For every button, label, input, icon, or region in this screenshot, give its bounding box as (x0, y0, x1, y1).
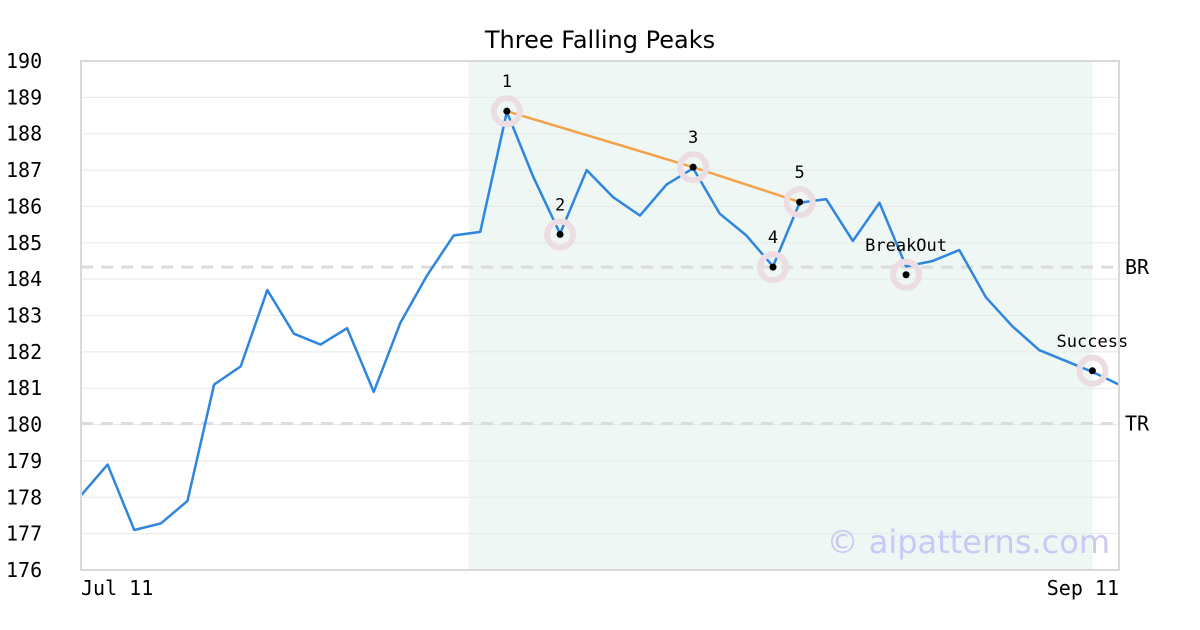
chart-title: Three Falling Peaks (484, 26, 715, 54)
marker-label-5: 5 (794, 163, 804, 183)
marker-dot-success (1088, 367, 1096, 375)
marker-label-4: 4 (768, 228, 778, 248)
y-tick-label: 180 (6, 413, 42, 437)
x-tick-label: Jul 11 (81, 576, 153, 600)
y-tick-label: 184 (6, 267, 42, 291)
marker-label-2: 2 (555, 195, 565, 215)
marker-dot-breakout (902, 271, 910, 279)
x-axis-ticks: Jul 11 Sep 11 (81, 576, 1119, 600)
y-tick-label: 182 (6, 340, 42, 364)
y-axis-ticks: 176 177 178 179 180 181 182 183 184 185 186 187 188 1… (6, 49, 42, 582)
price-line (80, 110, 1120, 532)
marker-dot-4 (769, 263, 777, 271)
marker-dot-1 (503, 107, 511, 115)
watermark: © aipatterns.com (827, 523, 1110, 561)
level-label-tr: TR (1125, 411, 1150, 435)
x-tick-label: Sep 11 (1047, 576, 1119, 600)
marker-ring-3 (677, 151, 710, 184)
series-layer (80, 110, 1120, 532)
plot-frame (80, 60, 1120, 571)
y-tick-label: 189 (6, 85, 42, 109)
marker-label-success: Success (1057, 332, 1129, 352)
y-tick-label: 190 (6, 49, 42, 73)
y-tick-label: 186 (6, 194, 42, 218)
marker-ring-success (1076, 354, 1109, 387)
marker-ring-2 (544, 218, 577, 251)
level-label-br: BR (1125, 255, 1150, 279)
marker-ring-breakout (890, 258, 923, 291)
marker-label-breakout: BreakOut (865, 236, 947, 256)
marker-dot-2 (556, 230, 564, 238)
level-lines: BR TR (81, 255, 1150, 435)
y-tick-label: 176 (6, 558, 42, 582)
marker-ring-5 (783, 186, 816, 219)
y-tick-label: 181 (6, 376, 42, 400)
markers-layer: 1 2 3 4 5 BreakOut Success (490, 72, 1129, 387)
marker-label-3: 3 (688, 128, 698, 148)
y-tick-label: 178 (6, 485, 42, 509)
y-tick-label: 179 (6, 449, 42, 473)
y-tick-label: 187 (6, 158, 42, 182)
marker-dot-5 (796, 198, 804, 206)
gridlines (81, 96, 1119, 535)
marker-ring-4 (757, 251, 789, 284)
y-tick-label: 183 (6, 304, 42, 328)
marker-label-1: 1 (502, 72, 512, 92)
y-tick-label: 177 (6, 522, 42, 546)
y-tick-label: 188 (6, 122, 42, 146)
marker-dot-3 (689, 163, 697, 171)
marker-ring-1 (490, 95, 523, 128)
y-tick-label: 185 (6, 231, 42, 255)
